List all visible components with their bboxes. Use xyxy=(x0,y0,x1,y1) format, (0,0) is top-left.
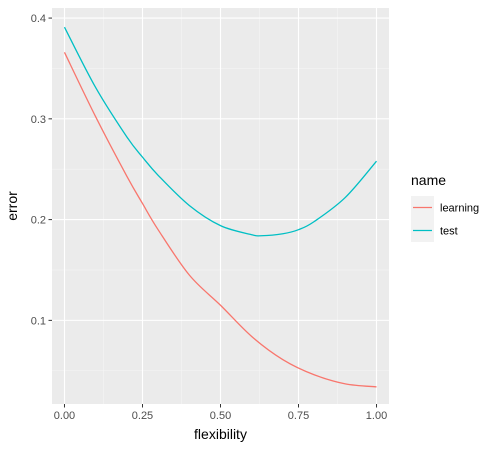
y-tick-label: 0.3 xyxy=(31,114,46,126)
legend-title: name xyxy=(411,172,446,188)
legend-label-learning: learning xyxy=(440,203,479,215)
x-tick-label: 0.25 xyxy=(132,410,153,422)
x-tick-label: 0.75 xyxy=(288,410,309,422)
x-tick-label: 0.50 xyxy=(210,410,231,422)
series-line-learning xyxy=(63,52,377,388)
y-tick-label: 0.2 xyxy=(31,215,46,227)
legend-label-test: test xyxy=(440,226,458,238)
legend: name learning test xyxy=(411,172,479,242)
major-gridlines xyxy=(52,8,389,404)
y-tick-label: 0.4 xyxy=(31,13,46,25)
y-tick-label: 0.1 xyxy=(31,315,46,327)
x-tick-label: 0.00 xyxy=(54,410,75,422)
x-tick-label: 1.00 xyxy=(366,410,387,422)
legend-items: learning test xyxy=(411,196,479,242)
series-line-test xyxy=(63,26,378,237)
series-lines xyxy=(63,26,378,388)
x-axis-ticks: 0.00 0.25 0.50 0.75 1.00 xyxy=(54,404,387,422)
y-axis-ticks: 0.1 0.2 0.3 0.4 xyxy=(31,13,52,327)
y-axis-title: error xyxy=(4,191,20,221)
x-axis-title: flexibility xyxy=(194,426,247,442)
